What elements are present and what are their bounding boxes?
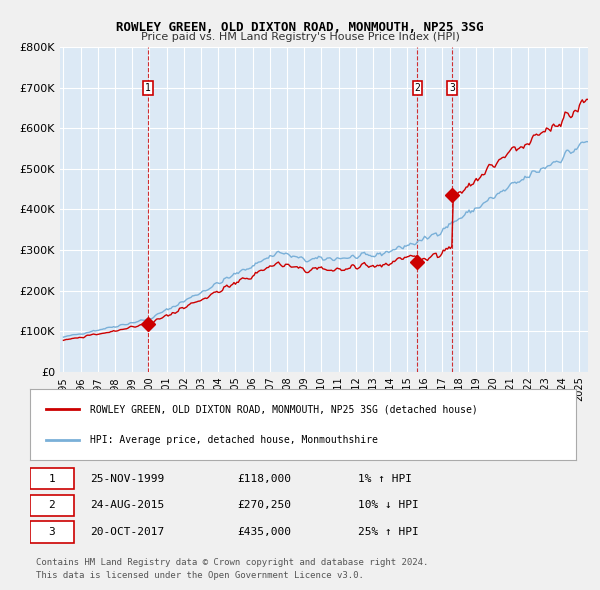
Text: Contains HM Land Registry data © Crown copyright and database right 2024.: Contains HM Land Registry data © Crown c…	[36, 558, 428, 566]
Text: 10% ↓ HPI: 10% ↓ HPI	[358, 500, 418, 510]
Text: £270,250: £270,250	[238, 500, 292, 510]
Text: 25% ↑ HPI: 25% ↑ HPI	[358, 527, 418, 537]
Text: 1% ↑ HPI: 1% ↑ HPI	[358, 474, 412, 484]
Text: ROWLEY GREEN, OLD DIXTON ROAD, MONMOUTH, NP25 3SG: ROWLEY GREEN, OLD DIXTON ROAD, MONMOUTH,…	[116, 21, 484, 34]
FancyBboxPatch shape	[30, 522, 74, 543]
Text: 1: 1	[145, 83, 151, 93]
Text: 2: 2	[415, 83, 421, 93]
FancyBboxPatch shape	[30, 468, 74, 490]
Text: £118,000: £118,000	[238, 474, 292, 484]
Text: 3: 3	[449, 83, 455, 93]
Text: Price paid vs. HM Land Registry's House Price Index (HPI): Price paid vs. HM Land Registry's House …	[140, 32, 460, 42]
Text: £435,000: £435,000	[238, 527, 292, 537]
Text: This data is licensed under the Open Government Licence v3.0.: This data is licensed under the Open Gov…	[36, 571, 364, 580]
Text: 2: 2	[49, 500, 55, 510]
Text: 3: 3	[49, 527, 55, 537]
Text: 25-NOV-1999: 25-NOV-1999	[90, 474, 164, 484]
Text: HPI: Average price, detached house, Monmouthshire: HPI: Average price, detached house, Monm…	[90, 435, 378, 445]
FancyBboxPatch shape	[30, 494, 74, 516]
Text: 20-OCT-2017: 20-OCT-2017	[90, 527, 164, 537]
Text: 1: 1	[49, 474, 55, 484]
Text: ROWLEY GREEN, OLD DIXTON ROAD, MONMOUTH, NP25 3SG (detached house): ROWLEY GREEN, OLD DIXTON ROAD, MONMOUTH,…	[90, 404, 478, 414]
Text: 24-AUG-2015: 24-AUG-2015	[90, 500, 164, 510]
